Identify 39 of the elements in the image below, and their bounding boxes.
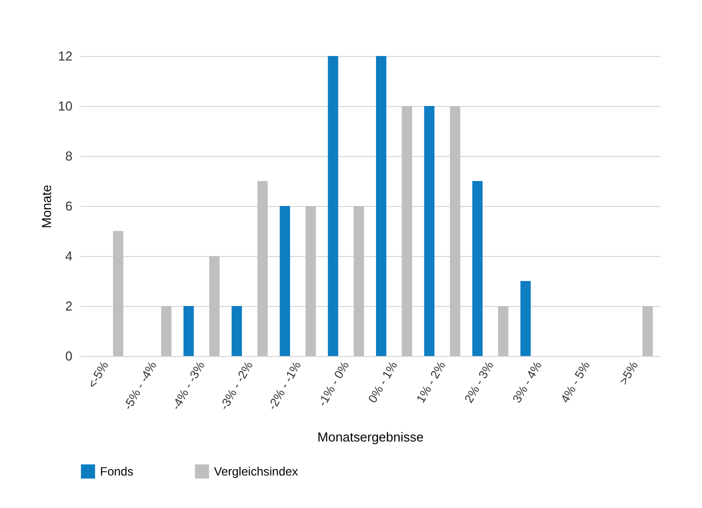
bar xyxy=(450,106,460,356)
y-tick-label: 2 xyxy=(65,298,72,314)
x-tick-label: -5% - -4% xyxy=(120,358,160,412)
bar xyxy=(354,206,364,356)
x-tick-label: 2% - 3% xyxy=(462,358,497,406)
bar xyxy=(520,281,531,356)
bar xyxy=(328,56,338,356)
y-tick-label: 8 xyxy=(65,148,72,164)
y-tick-label: 12 xyxy=(58,48,72,64)
legend-label: Vergleichsindex xyxy=(214,464,298,478)
bar xyxy=(280,206,290,356)
bar xyxy=(472,181,483,356)
bar xyxy=(642,306,653,356)
x-axis-title: Monatsergebnisse xyxy=(317,430,424,445)
x-tick-label: 0% - 1% xyxy=(365,358,400,406)
bar xyxy=(161,306,172,356)
x-tick-label: -1% - 0% xyxy=(315,358,352,409)
bar xyxy=(113,231,124,356)
y-tick-label: 0 xyxy=(65,348,72,364)
y-axis-title: Monate xyxy=(39,184,54,228)
y-tick-label: 6 xyxy=(65,198,72,214)
y-tick-label: 4 xyxy=(65,248,72,264)
bar xyxy=(376,56,386,356)
y-tick-label: 10 xyxy=(58,98,72,114)
bar xyxy=(183,306,194,356)
bar xyxy=(257,181,268,356)
x-tick-label: -2% - -1% xyxy=(265,358,304,412)
bar xyxy=(306,206,316,356)
x-tick-label: 1% - 2% xyxy=(413,358,448,406)
x-tick-label: -3% - -2% xyxy=(216,358,256,412)
x-tick-label: -4% - -3% xyxy=(168,358,208,412)
bar xyxy=(424,106,434,356)
bar xyxy=(232,306,242,356)
x-tick-label: 4% - 5% xyxy=(558,358,593,406)
bar xyxy=(209,256,220,356)
bar xyxy=(498,306,508,356)
legend-label: Fonds xyxy=(100,464,134,478)
x-tick-label: 3% - 4% xyxy=(510,358,545,406)
bar xyxy=(402,106,412,356)
